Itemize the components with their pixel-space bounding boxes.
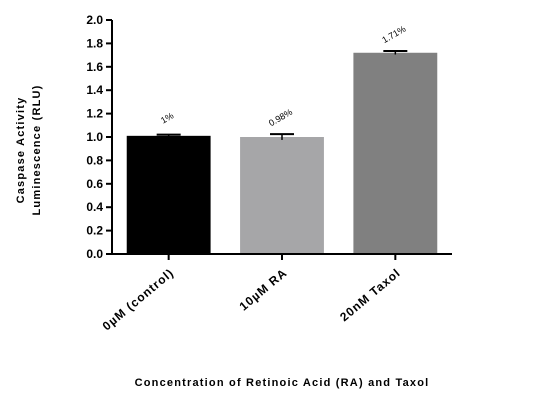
y-tick-label: 1.8 (86, 36, 103, 50)
x-axis-title: Concentration of Retinoic Acid (RA) and … (135, 377, 430, 389)
y-tick-label: 0.2 (86, 224, 103, 238)
y-axis-title-line-1: Caspase Activity (15, 97, 27, 204)
y-tick-label: 0.4 (86, 200, 103, 214)
data-label: 1% (159, 110, 175, 125)
y-tick-label: 0.8 (86, 153, 103, 167)
x-tick-label: 10µM RA (237, 266, 290, 314)
data-label: 1.71% (380, 24, 407, 45)
y-axis: 0.0 0.2 0.4 0.6 0.8 1.0 1.2 1.4 1.6 1.8 2.0 (86, 13, 113, 261)
bars: 1% 0.98% 1.71% (126, 24, 438, 255)
x-tick-label: 0µM (control) (100, 266, 177, 334)
x-tick-label: 20nM Taxol (337, 266, 403, 325)
y-tick-label: 1.6 (86, 60, 103, 74)
x-axis: 0µM (control) 10µM RA 20nM Taxol (100, 253, 452, 334)
y-tick-label: 0.0 (86, 247, 103, 261)
bar (240, 137, 324, 254)
y-tick-label: 1.2 (86, 107, 103, 121)
y-tick-label: 2.0 (86, 13, 103, 27)
y-tick-label: 1.0 (86, 130, 103, 144)
bar (126, 135, 211, 254)
y-tick-label: 1.4 (86, 83, 103, 97)
y-tick-label: 0.6 (86, 177, 103, 191)
data-label: 0.98% (267, 107, 294, 128)
y-axis-title: Caspase Activity Luminescence (RLU) (15, 84, 43, 215)
y-axis-title-line-2: Luminescence (RLU) (31, 84, 43, 215)
bar (353, 52, 438, 255)
